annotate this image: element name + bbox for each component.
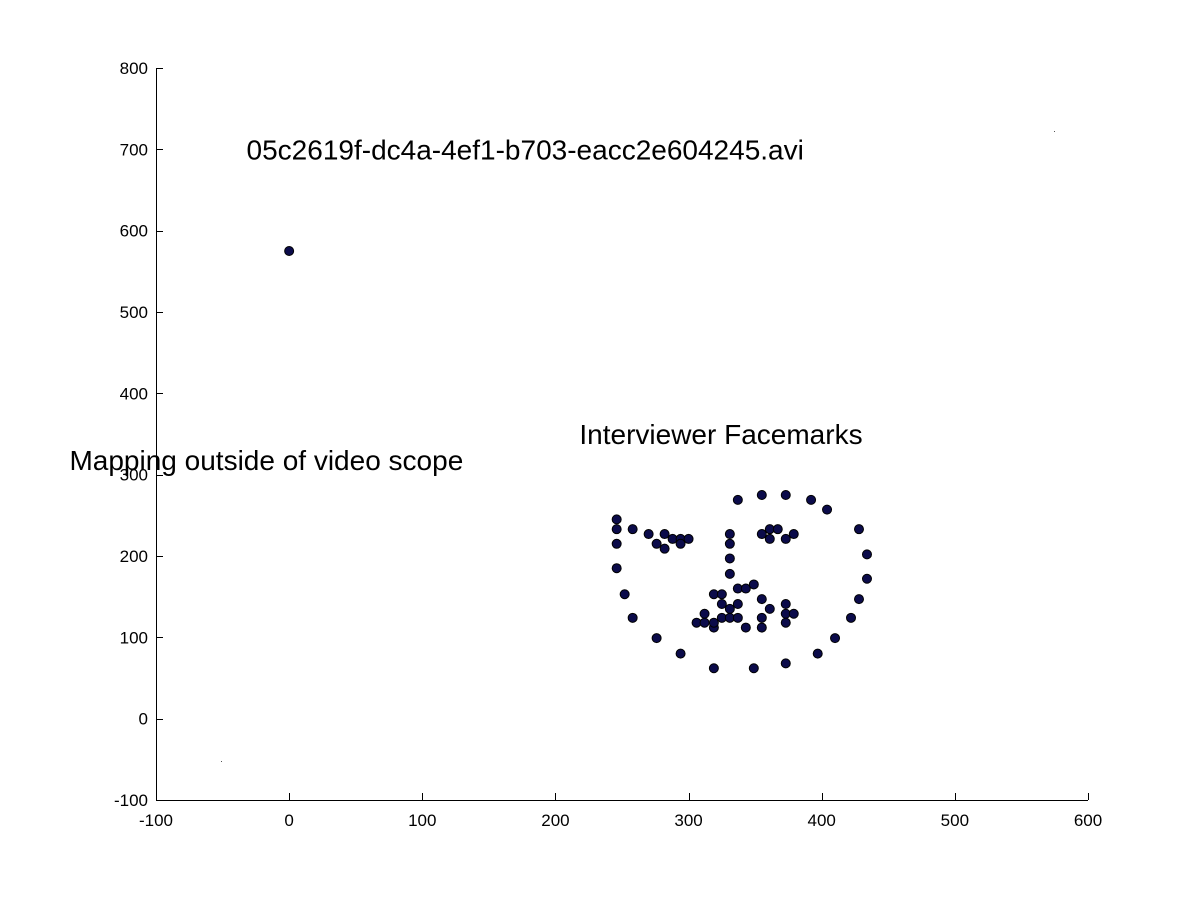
- data-point: [716, 589, 727, 600]
- data-point: [675, 648, 686, 659]
- data-point: [699, 608, 710, 619]
- x-tick-label: 300: [674, 811, 702, 830]
- data-point: [699, 617, 710, 628]
- data-point: [708, 663, 719, 674]
- x-tick-label: 100: [408, 811, 436, 830]
- data-point: [780, 658, 791, 669]
- annotations: 05c2619f-dc4a-4ef1-b703-eacc2e604245.avi…: [69, 134, 862, 476]
- data-point: [756, 490, 767, 500]
- data-point: [724, 568, 735, 579]
- data-point: [611, 563, 622, 574]
- stray-pixel-mark: [221, 761, 222, 762]
- facemark-points: [284, 246, 872, 674]
- data-point: [830, 633, 841, 644]
- stray-marks: [221, 131, 1055, 762]
- data-point: [724, 529, 735, 540]
- data-point: [724, 553, 735, 564]
- data-point: [861, 549, 872, 560]
- data-point: [806, 494, 817, 505]
- data-point: [732, 494, 743, 505]
- data-point: [780, 533, 791, 544]
- data-point: [788, 529, 799, 540]
- data-point: [740, 622, 751, 633]
- data-point: [732, 598, 743, 609]
- data-point: [659, 543, 670, 554]
- data-point: [732, 612, 743, 623]
- data-point: [716, 598, 727, 609]
- data-point: [627, 524, 638, 535]
- data-point: [853, 594, 864, 605]
- y-tick-label: 200: [120, 547, 148, 566]
- data-point: [724, 603, 735, 614]
- data-point: [846, 612, 857, 623]
- data-point: [611, 524, 622, 535]
- data-point: [643, 529, 654, 540]
- data-point: [788, 608, 799, 619]
- data-point: [627, 612, 638, 623]
- axes: -100 0 100 200 300 400 500 600 -100 0 100 200 300 40…: [114, 59, 1102, 830]
- y-tick-label: 100: [120, 628, 148, 647]
- x-tick-label: 600: [1074, 811, 1102, 830]
- data-point: [611, 538, 622, 549]
- data-point: [756, 612, 767, 623]
- x-tick-label: 200: [541, 811, 569, 830]
- y-tick-label: 800: [120, 59, 148, 78]
- data-point: [651, 633, 662, 644]
- y-tick-label: -100: [114, 791, 148, 810]
- y-tick-label: 0: [139, 710, 148, 729]
- data-point: [780, 490, 791, 500]
- data-point: [683, 533, 694, 544]
- data-point: [764, 603, 775, 614]
- data-point: [651, 538, 662, 549]
- y-tick-label: 400: [120, 384, 148, 403]
- data-point: [756, 622, 767, 633]
- data-point: [619, 589, 630, 600]
- data-point: [748, 579, 759, 590]
- filename-annotation: 05c2619f-dc4a-4ef1-b703-eacc2e604245.avi: [247, 134, 804, 165]
- y-tick-label: 600: [120, 222, 148, 241]
- data-point: [764, 533, 775, 544]
- x-tick-label: 500: [941, 811, 969, 830]
- y-ticks: -100 0 100 200 300 400 500 600 700 800: [114, 59, 163, 810]
- data-point: [748, 663, 759, 674]
- data-point: [756, 529, 767, 540]
- x-tick-label: -100: [139, 811, 173, 830]
- x-tick-label: 0: [284, 811, 293, 830]
- data-point: [675, 538, 686, 549]
- data-point: [284, 246, 295, 256]
- data-point: [659, 529, 670, 540]
- data-point: [780, 617, 791, 628]
- data-point: [853, 524, 864, 535]
- data-point: [780, 598, 791, 609]
- data-point: [611, 514, 622, 525]
- y-tick-label: 300: [120, 466, 148, 485]
- outside-scope-annotation: Mapping outside of video scope: [69, 445, 463, 476]
- data-point: [724, 538, 735, 549]
- y-tick-label: 700: [120, 140, 148, 159]
- data-point: [822, 504, 833, 515]
- data-point: [708, 617, 719, 628]
- y-tick-label: 500: [120, 303, 148, 322]
- facemarks-annotation: Interviewer Facemarks: [579, 419, 862, 450]
- data-point: [861, 573, 872, 584]
- x-tick-label: 400: [808, 811, 836, 830]
- stray-pixel-mark: [1054, 131, 1055, 132]
- x-ticks: -100 0 100 200 300 400 500 600: [139, 793, 1102, 830]
- data-point: [772, 524, 783, 535]
- data-point: [756, 594, 767, 605]
- data-point: [740, 583, 751, 594]
- data-point: [812, 648, 823, 659]
